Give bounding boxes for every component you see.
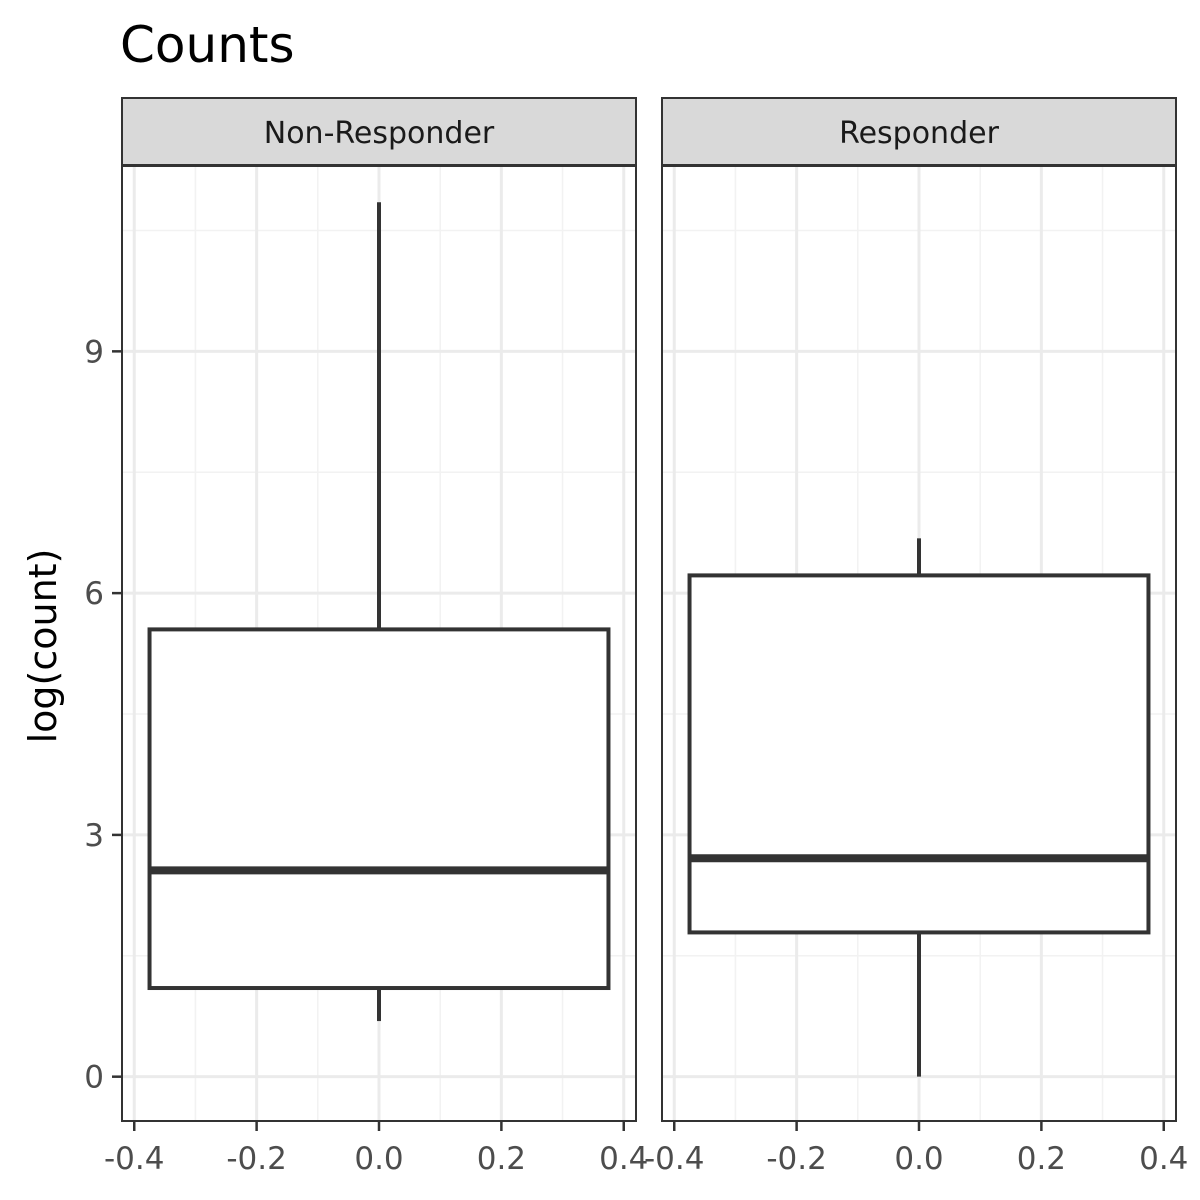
facet-strip [661,97,1177,166]
x-tick-label: 0.2 [1017,1141,1066,1177]
x-axis-1: -0.4 -0.2 0.0 0.2 0.4 [644,1121,1188,1177]
boxplot [147,202,611,1022]
y-axis-label: log(count) [21,549,65,744]
facet-strip-label: Responder [839,116,999,151]
y-tick-label: 6 [84,576,104,612]
facet-panels: Non-Responder -0.4 -0.2 0.0 0.2 0.4 Responder -… [104,97,1188,1177]
y-tick-label: 3 [84,818,104,854]
boxplot [687,538,1151,1077]
y-tick-label: 0 [84,1060,104,1096]
chart-title: Counts [120,16,295,74]
facet-panel-1: Responder -0.4 -0.2 0.0 0.2 0.4 [644,97,1188,1177]
x-axis-0: -0.4 -0.2 0.0 0.2 0.4 [104,1121,648,1177]
x-tick-label: 0.4 [599,1141,648,1177]
x-tick-label: -0.2 [226,1141,287,1177]
iqr-box [687,573,1151,935]
x-tick-label: 0.2 [477,1141,526,1177]
x-tick-label: -0.4 [104,1141,165,1177]
x-tick-label: -0.4 [644,1141,705,1177]
y-tick-label: 9 [84,334,104,370]
iqr-box [147,627,611,991]
facet-strip [121,97,637,166]
y-axis: 0 3 6 9 [84,334,122,1096]
x-tick-label: 0.4 [1139,1141,1188,1177]
facet-strip-label: Non-Responder [264,116,495,151]
x-tick-label: 0.0 [894,1141,943,1177]
x-tick-label: -0.2 [766,1141,827,1177]
facet-panel-0: Non-Responder -0.4 -0.2 0.0 0.2 0.4 [104,97,648,1177]
x-tick-label: 0.0 [354,1141,403,1177]
